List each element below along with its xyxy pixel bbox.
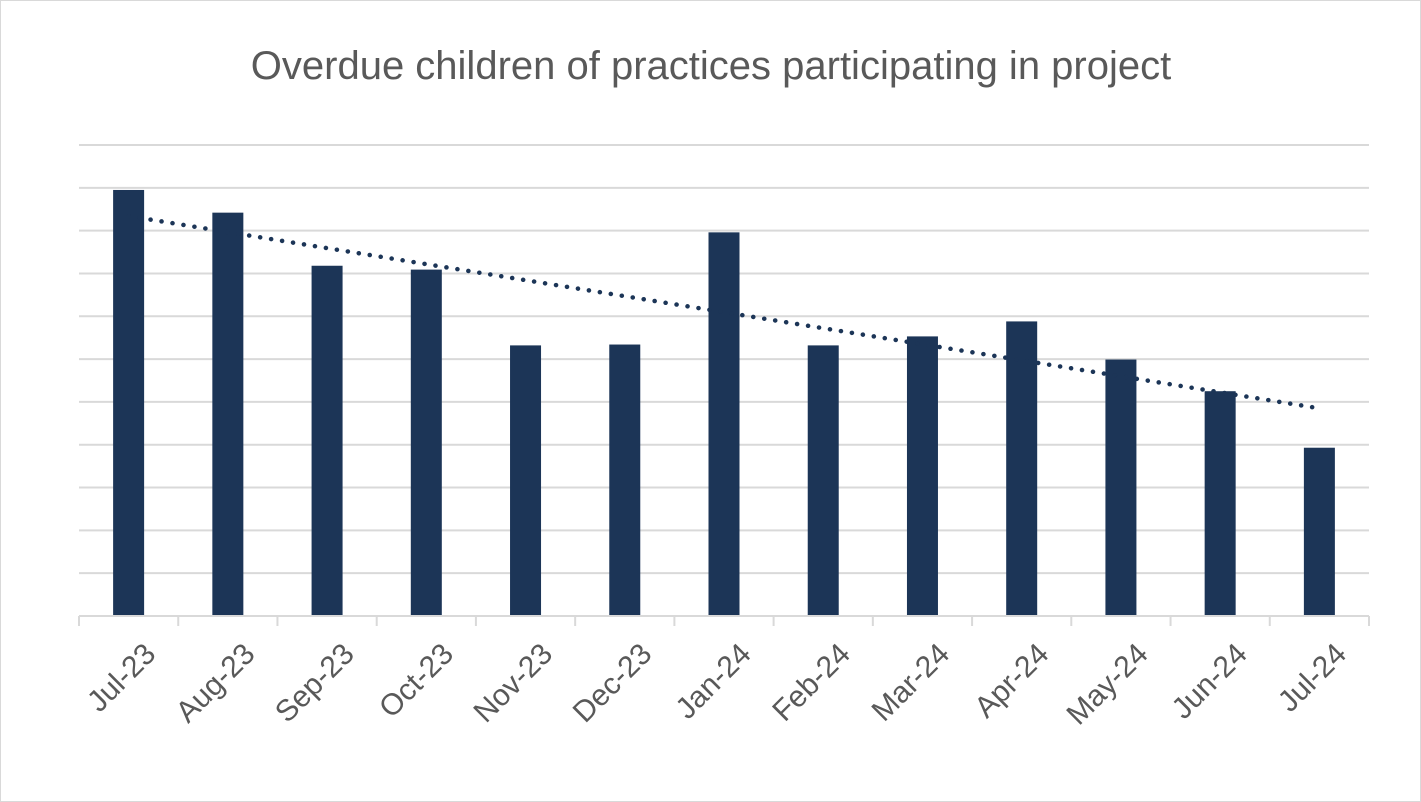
bar-may-24 xyxy=(1105,359,1137,616)
bar-dec-23 xyxy=(609,344,641,616)
trendline xyxy=(126,213,1322,411)
x-tick-label: Nov-23 xyxy=(467,637,559,729)
x-tick-label: Mar-24 xyxy=(866,637,957,728)
bar-nov-23 xyxy=(510,345,542,616)
x-tick-label: Jul-23 xyxy=(81,637,162,718)
x-tick-label: Apr-24 xyxy=(968,637,1055,724)
bar-aug-23 xyxy=(212,212,244,617)
x-tick-label: Aug-23 xyxy=(170,637,262,729)
bar-jul-24 xyxy=(1303,447,1335,616)
bar-feb-24 xyxy=(807,345,839,616)
bar-oct-23 xyxy=(410,269,442,616)
x-tick-label: Oct-23 xyxy=(373,637,460,724)
x-axis xyxy=(78,615,1370,626)
trendline-layer xyxy=(126,213,1322,411)
x-tick-label: Sep-23 xyxy=(269,637,361,729)
bar-sep-23 xyxy=(311,265,343,616)
x-tick-label: Dec-23 xyxy=(567,637,659,729)
x-tick-label: May-24 xyxy=(1061,637,1155,731)
x-tick-label: Jan-24 xyxy=(669,637,757,725)
bar-apr-24 xyxy=(1006,321,1038,616)
x-tick-label: Jun-24 xyxy=(1166,637,1254,725)
x-tick-label: Jul-24 xyxy=(1272,637,1353,718)
x-tick-label: Feb-24 xyxy=(766,637,857,728)
bar-jul-23 xyxy=(113,189,145,616)
bar-jun-24 xyxy=(1204,391,1236,616)
bar-mar-24 xyxy=(906,336,938,616)
x-tick-labels: Jul-23 Aug-23 Sep-23 Oct-23 Nov-23 Dec-23 Jan-… xyxy=(81,637,1353,731)
chart-title: Overdue children of practices participat… xyxy=(251,44,1171,88)
bars xyxy=(113,189,1335,617)
bar-jan-24 xyxy=(708,232,740,616)
